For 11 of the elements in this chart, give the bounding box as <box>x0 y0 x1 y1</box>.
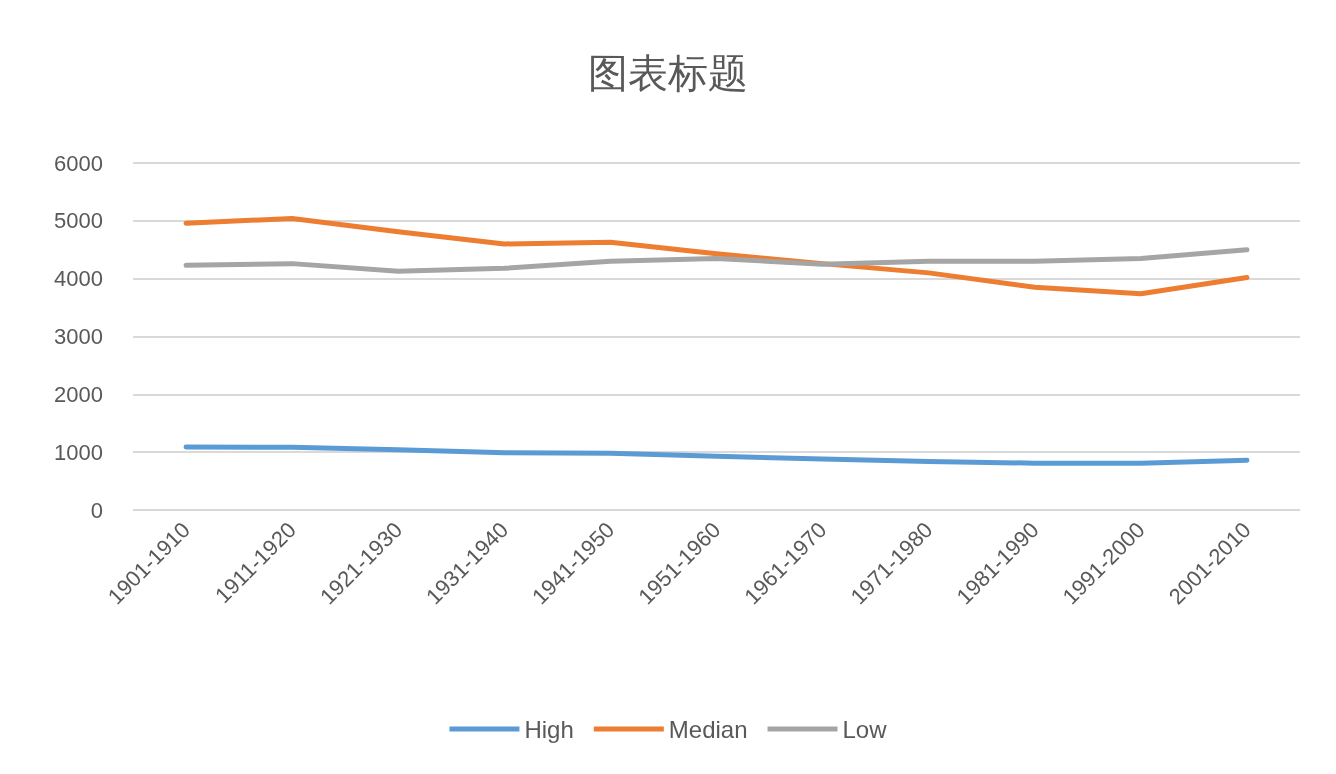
legend-label: Low <box>842 715 888 743</box>
y-tick-label: 2000 <box>54 381 103 407</box>
legend-label: High <box>524 715 574 743</box>
y-tick-label: 3000 <box>54 324 103 349</box>
y-tick-label: 6000 <box>54 150 103 176</box>
chart-title: 图表标题 <box>588 51 748 95</box>
y-tick-label: 5000 <box>54 208 103 234</box>
y-tick-label: 0 <box>90 497 103 523</box>
y-tick-label: 4000 <box>54 266 103 292</box>
y-tick-label: 1000 <box>54 439 103 465</box>
legend-label: Median <box>668 715 748 743</box>
